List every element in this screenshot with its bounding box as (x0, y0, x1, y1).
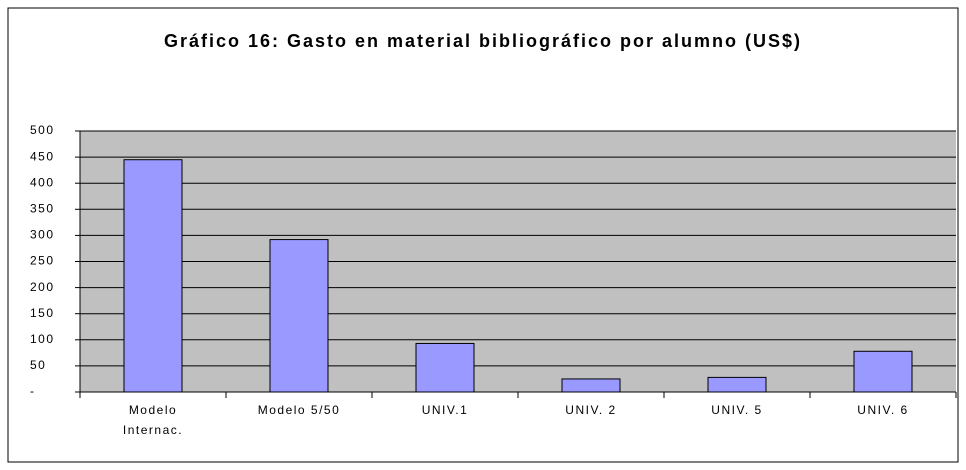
x-tick-label: Modelo Internac. (122, 403, 184, 437)
y-tick-label: 200 (30, 280, 55, 294)
y-tick-label: - (30, 384, 36, 398)
bar (707, 376, 767, 393)
x-tick-label: Modelo 5/50 (257, 403, 341, 417)
bar (853, 350, 913, 393)
bar (123, 159, 183, 393)
chart-title: Gráfico 16: Gasto en material bibliográf… (163, 31, 803, 51)
bar (415, 342, 475, 393)
y-tick-label: 500 (30, 123, 55, 137)
y-tick-label: 300 (30, 228, 55, 242)
y-tick-label: 350 (30, 201, 55, 215)
y-tick-label: 100 (30, 332, 55, 346)
y-tick-label: 250 (30, 254, 55, 268)
bar (269, 239, 329, 393)
x-tick-label: UNIV. 6 (857, 403, 909, 417)
bar (561, 378, 621, 393)
x-tick-label: UNIV. 5 (711, 403, 763, 417)
y-tick-label: 450 (30, 149, 55, 163)
x-tick-label: UNIV.1 (421, 403, 469, 417)
x-tick-label: UNIV. 2 (565, 403, 617, 417)
y-tick-label: 150 (30, 306, 55, 320)
y-tick-label: 50 (30, 358, 46, 372)
y-tick-label: 400 (30, 175, 55, 189)
